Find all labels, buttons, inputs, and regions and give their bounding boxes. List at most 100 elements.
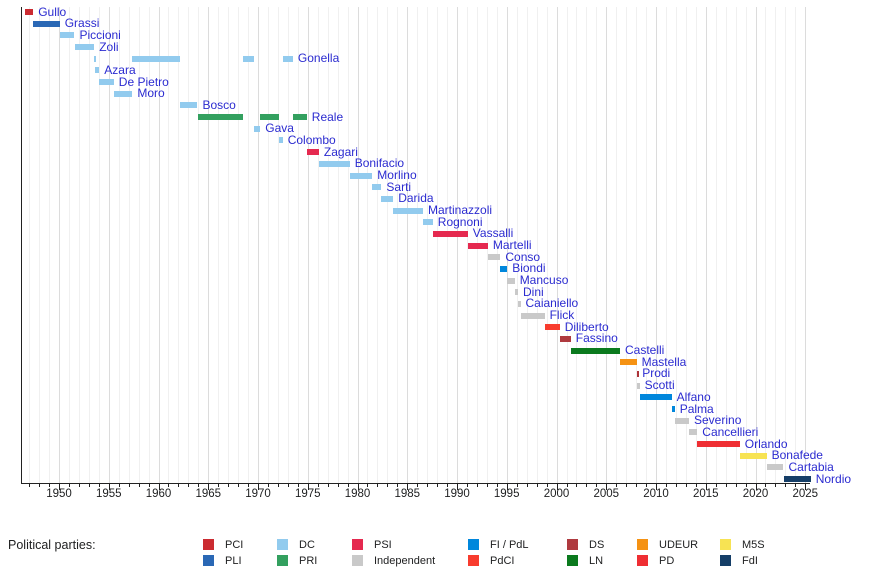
term-bar-zoli[interactable] — [74, 44, 95, 50]
term-bar-martinazzoli[interactable] — [393, 207, 423, 214]
term-bar-biondi[interactable] — [500, 265, 508, 272]
minister-label-conso[interactable]: Conso — [505, 249, 541, 264]
term-bar-cancellieri[interactable] — [689, 429, 698, 436]
term-bar-prodi[interactable] — [636, 370, 639, 377]
minister-label-martelli[interactable]: Martelli — [492, 238, 532, 252]
minister-label-colombo[interactable]: Colombo — [287, 132, 336, 147]
year-gridline — [29, 7, 31, 483]
minister-label-morlino[interactable]: Morlino — [377, 168, 417, 182]
minister-label-gonella[interactable]: Gonella — [297, 51, 340, 66]
minister-label-nordio[interactable]: Nordio — [815, 471, 852, 486]
minister-label-cancellieri[interactable]: Cancellieri — [702, 424, 759, 439]
minister-label-martinazzoli[interactable]: Martinazzoli — [428, 203, 493, 217]
term-bar-darida[interactable] — [381, 195, 394, 202]
minister-label-bosco[interactable]: Bosco — [202, 97, 236, 112]
term-bar-mancuso[interactable] — [507, 277, 515, 284]
term-bar-nordio[interactable] — [783, 476, 811, 482]
x-axis-tick — [238, 484, 240, 487]
year-gridline — [626, 7, 628, 483]
minister-label-grassi[interactable]: Grassi — [64, 16, 100, 31]
term-bar-cartabia[interactable] — [766, 464, 784, 471]
minister-label-moro[interactable]: Moro — [137, 86, 165, 101]
term-bar-mastella[interactable] — [620, 359, 637, 366]
x-axis-tick — [675, 484, 677, 487]
minister-label-piccioni[interactable]: Piccioni — [79, 27, 121, 42]
term-bar-reale[interactable] — [197, 114, 243, 121]
minister-label-sarti[interactable]: Sarti — [386, 179, 412, 194]
term-bar-gullo[interactable] — [24, 9, 34, 15]
year-gridline — [576, 7, 578, 483]
minister-label-bonifacio[interactable]: Bonifacio — [354, 156, 405, 171]
x-axis-tick — [78, 484, 80, 487]
minister-label-zagari[interactable]: Zagari — [323, 144, 358, 159]
term-bar-conso[interactable] — [488, 254, 501, 261]
year-gridline — [327, 7, 329, 483]
term-bar-rognoni[interactable] — [423, 219, 433, 226]
minister-label-bonafede[interactable]: Bonafede — [771, 448, 823, 463]
minister-label-rognoni[interactable]: Rognoni — [437, 214, 483, 229]
minister-label-diliberto[interactable]: Diliberto — [564, 319, 609, 334]
term-bar-bonifacio[interactable] — [318, 160, 350, 167]
term-bar-fassino[interactable] — [559, 335, 571, 342]
term-bar-de-pietro[interactable] — [99, 79, 114, 86]
term-bar-scotti[interactable] — [637, 382, 640, 389]
year-gridline — [656, 7, 657, 483]
term-bar-moro[interactable] — [113, 90, 133, 97]
term-bar-palma[interactable] — [671, 406, 675, 412]
minister-label-flick[interactable]: Flick — [549, 308, 575, 323]
minister-label-biondi[interactable]: Biondi — [512, 261, 546, 276]
term-bar-zagari[interactable] — [306, 149, 319, 156]
minister-label-zoli[interactable]: Zoli — [99, 39, 119, 54]
x-axis-tick — [188, 484, 190, 487]
term-bar-alfano[interactable] — [639, 394, 672, 401]
legend-swatch-pri — [277, 555, 288, 566]
minister-label-mastella[interactable]: Mastella — [641, 354, 687, 369]
term-bar-gava[interactable] — [253, 125, 261, 132]
term-bar-colombo[interactable] — [279, 137, 283, 144]
term-bar-dini[interactable] — [514, 289, 518, 296]
term-bar-gonella[interactable] — [132, 55, 180, 62]
minister-label-orlando[interactable]: Orlando — [744, 436, 788, 451]
minister-label-reale[interactable]: Reale — [311, 109, 344, 124]
term-bar-severino[interactable] — [674, 417, 689, 424]
minister-label-alfano[interactable]: Alfano — [676, 389, 711, 404]
minister-label-vassalli[interactable]: Vassalli — [472, 226, 514, 241]
minister-label-gullo[interactable]: Gullo — [38, 4, 67, 19]
term-bar-sarti[interactable] — [372, 184, 382, 191]
term-bar-flick[interactable] — [520, 312, 545, 319]
term-bar-vassalli[interactable] — [432, 230, 468, 237]
minister-label-prodi[interactable]: Prodi — [642, 366, 671, 381]
minister-label-scotti[interactable]: Scotti — [644, 378, 675, 393]
minister-label-fassino[interactable]: Fassino — [575, 331, 618, 346]
term-bar-piccioni[interactable] — [59, 32, 75, 39]
minister-label-gava[interactable]: Gava — [265, 121, 294, 136]
minister-label-cartabia[interactable]: Cartabia — [788, 459, 834, 474]
minister-label-mancuso[interactable]: Mancuso — [519, 273, 569, 287]
term-bar-reale[interactable] — [260, 114, 280, 121]
minister-label-dini[interactable]: Dini — [523, 284, 544, 299]
term-bar-bosco[interactable] — [179, 102, 198, 109]
minister-label-darida[interactable]: Darida — [398, 191, 434, 206]
year-gridline — [367, 7, 369, 483]
minister-label-castelli[interactable]: Castelli — [625, 343, 665, 358]
minister-label-de-pietro[interactable]: De Pietro — [118, 74, 169, 89]
term-bar-reale[interactable] — [292, 114, 307, 121]
term-bar-morlino[interactable] — [349, 172, 373, 179]
term-bar-gonella[interactable] — [94, 55, 97, 62]
term-bar-diliberto[interactable] — [544, 324, 560, 331]
term-bar-gonella[interactable] — [242, 55, 254, 62]
minister-label-caianiello[interactable]: Caianiello — [525, 296, 579, 311]
term-bar-bonafede[interactable] — [739, 452, 767, 459]
term-bar-grassi[interactable] — [33, 20, 60, 27]
minister-label-severino[interactable]: Severino — [694, 413, 742, 428]
year-gridline — [695, 7, 697, 483]
term-bar-caianiello[interactable] — [518, 300, 521, 307]
minister-label-palma[interactable]: Palma — [679, 401, 714, 416]
term-bar-castelli[interactable] — [570, 347, 620, 354]
year-gridline — [69, 7, 70, 483]
term-bar-azara[interactable] — [95, 67, 100, 74]
term-bar-martelli[interactable] — [467, 242, 488, 249]
minister-label-azara[interactable]: Azara — [104, 62, 136, 77]
term-bar-gonella[interactable] — [282, 55, 293, 62]
term-bar-orlando[interactable] — [697, 441, 740, 447]
